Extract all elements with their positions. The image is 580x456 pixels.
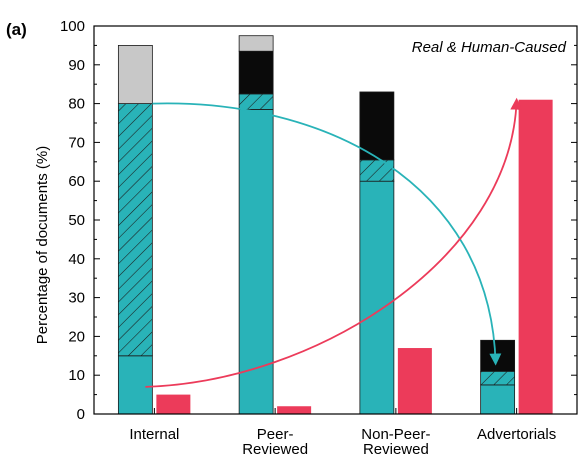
panel-label: (a)	[6, 20, 27, 39]
bar-segment-teal	[480, 384, 516, 415]
bar-segment-black	[238, 50, 274, 95]
y-tick-label: 40	[68, 251, 85, 268]
bar-segment-teal-hatched	[238, 93, 274, 110]
y-axis-title: Percentage of documents (%)	[34, 146, 51, 344]
bar-segment-teal	[359, 180, 395, 415]
arrows-layer	[145, 97, 523, 388]
bars-layer	[117, 35, 553, 415]
y-tick-label: 100	[60, 18, 85, 35]
y-tick-label: 60	[68, 173, 85, 190]
red-bar	[156, 394, 191, 414]
y-tick-label: 90	[68, 57, 85, 74]
bar-segment-teal-hatched	[359, 159, 395, 182]
y-tick-label: 20	[68, 328, 85, 345]
x-tick-label: Peer-	[257, 426, 294, 443]
y-tick-label: 10	[68, 367, 85, 384]
y-tick-label: 70	[68, 134, 85, 151]
y-tick-label: 50	[68, 212, 85, 229]
bar-segment-teal	[117, 355, 153, 415]
x-tick-label: Reviewed	[242, 441, 308, 456]
red-bar	[277, 406, 312, 414]
chart-annotation: Real & Human-Caused	[412, 39, 567, 56]
red-bar	[518, 99, 553, 414]
red-arrow	[145, 97, 523, 388]
bar-segment-teal	[238, 109, 274, 415]
bar-segment-black	[359, 91, 395, 161]
y-tick-label: 80	[68, 96, 85, 113]
bar-segment-teal-hatched	[480, 370, 516, 386]
y-tick-label: 0	[77, 406, 85, 423]
bar-segment-teal-hatched	[117, 103, 153, 357]
x-tick-label: Non-Peer-	[361, 426, 430, 443]
x-tick-label: Reviewed	[363, 441, 429, 456]
red-bar	[397, 348, 432, 414]
x-tick-label: Advertorials	[477, 426, 556, 443]
bar-segment-black	[480, 339, 516, 372]
x-tick-label: Internal	[129, 426, 179, 443]
y-tick-label: 30	[68, 290, 85, 307]
teal-arrow	[152, 102, 502, 366]
bar-segment-grey	[117, 45, 153, 105]
bar-segment-grey	[238, 35, 274, 52]
axes-layer: Internal Peer-ReviewedNon-Peer-ReviewedAd…	[60, 18, 578, 456]
